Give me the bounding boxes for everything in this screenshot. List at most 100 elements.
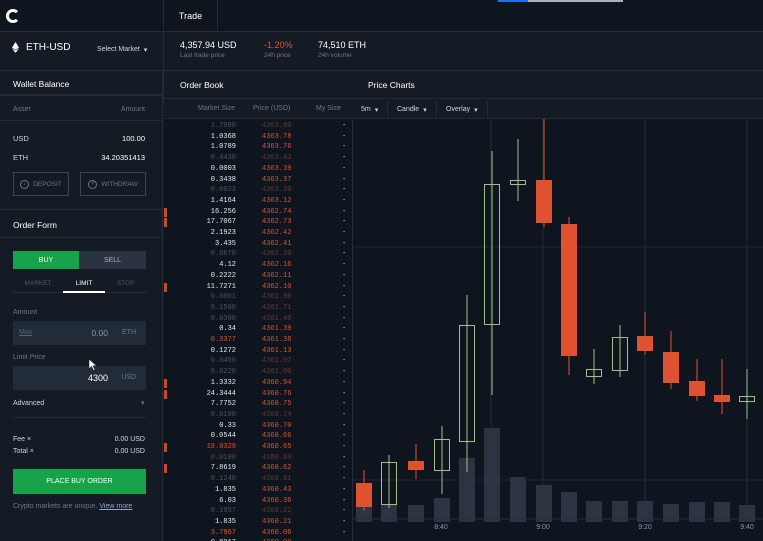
order-book-row[interactable]: 0.0450 4361.07 - [164,357,353,368]
order-book-row[interactable]: 0.3438 4363.37 - [164,176,353,187]
order-size: 0.3377 [210,336,236,344]
limit-price-input[interactable]: 4300 USD [13,366,146,390]
order-book-row[interactable]: 0.33 4360.70 - [164,422,353,433]
candle[interactable] [612,325,628,377]
my-size: - [342,239,347,248]
order-book-row[interactable]: 19.0329 4360.65 - [164,443,353,454]
candle[interactable] [356,470,372,511]
order-price: 4360.61 [262,475,292,484]
candle[interactable] [714,359,730,414]
order-size: 3.7967 [210,528,236,537]
tab-market[interactable]: MARKET [24,280,52,287]
order-book-row[interactable]: 0.1500 4361.71 - [164,304,353,315]
order-book-panel: Order Book Market Size Price (USD) My Si… [164,71,353,541]
candles[interactable] [356,119,755,511]
deposit-button[interactable]: ↓ DEPOSIT [13,172,69,196]
order-size: 0.0100 [210,410,236,419]
order-book-row[interactable]: 0.0100 4360.63 - [164,454,353,465]
candle[interactable] [637,312,653,355]
order-book-row[interactable]: 1.3332 4360.94 - [164,378,353,390]
chart-type-dropdown[interactable]: Candle ▾ [389,101,437,118]
tab-trade[interactable]: Trade [163,0,218,32]
order-book-row[interactable]: 0.0001 4361.80 - [164,293,353,304]
order-book-row[interactable]: 6.03 4360.36 - [164,497,353,508]
order-book-row[interactable]: 11.7271 4362.10 - [164,282,353,294]
order-book-row[interactable]: 0.1240 4360.61 - [164,475,353,486]
amount-input[interactable]: Max 0.00 ETH [13,321,146,345]
order-book-row[interactable]: 1.835 4360.21 - [164,518,353,529]
limit-price-value: 4300 [87,373,108,383]
order-book-row[interactable]: 24.3444 4360.76 - [164,389,353,401]
order-book-row[interactable]: 0.4430 4363.43 - [164,154,353,165]
order-book-row[interactable]: 0.0003 4363.39 - [164,165,353,176]
order-book-row[interactable]: 0.1057 4360.22 - [164,507,353,518]
order-book-row[interactable]: 0.3377 4361.38 - [164,336,353,347]
candle[interactable] [510,139,526,201]
order-book-row[interactable]: 1.0368 4363.78 - [164,133,353,144]
order-price: 4362.10 [262,282,292,291]
chevron-down-icon[interactable]: ▾ [141,400,145,407]
order-book-row[interactable]: 0.8017 4360.00 - [164,539,353,541]
order-book-row[interactable]: 1.4164 4363.12 - [164,197,353,208]
view-more-link[interactable]: View more [99,503,133,510]
order-book-row[interactable]: 17.7067 4362.73 - [164,218,353,229]
my-size: - [342,464,347,473]
candle[interactable] [739,369,755,419]
candle[interactable] [561,217,577,375]
order-book-row[interactable]: 1.0789 4363.76 - [164,143,353,154]
candlestick-chart[interactable]: 8:40 9:00 9:20 9:40 [353,119,763,541]
withdraw-button[interactable]: + WITHDRAW [80,172,146,196]
order-book-row[interactable]: 0.0670 4362.20 - [164,250,353,261]
buy-toggle[interactable]: BUY [13,251,79,269]
order-book-row[interactable]: 0.0220 4361.00 - [164,368,353,379]
coinbase-logo-icon[interactable] [0,0,26,32]
candle[interactable] [408,444,424,479]
order-book-row[interactable]: 4.12 4362.16 - [164,261,353,272]
order-book-row[interactable]: 3.435 4362.41 - [164,240,353,251]
order-price: 4361.39 [262,325,292,334]
interval-dropdown[interactable]: 5m ▾ [353,101,388,118]
order-book-row[interactable]: 0.0023 4363.20 - [164,186,353,197]
order-book-row[interactable]: 7.8619 4360.62 - [164,464,353,475]
order-size: 7.8619 [210,464,236,473]
order-book-row[interactable]: 0.0100 4360.74 - [164,411,353,422]
candle[interactable] [536,119,552,227]
candle[interactable] [459,295,475,472]
candle[interactable] [381,455,397,508]
tab-stop[interactable]: STOP [116,280,135,287]
advanced-toggle[interactable]: Advanced [13,400,45,407]
order-book-row[interactable]: 0.1272 4361.13 - [164,347,353,358]
candle[interactable] [434,426,450,494]
order-size: 1.7080 [210,122,236,130]
order-size: 19.0329 [206,443,236,451]
place-buy-order-button[interactable]: PLACE BUY ORDER [13,469,146,494]
order-book-row[interactable]: 2.1923 4362.42 - [164,229,353,240]
order-price: 4360.06 [262,528,292,537]
order-size: 16.256 [210,207,236,216]
order-book-row[interactable]: 7.7752 4360.75 - [164,400,353,411]
candle[interactable] [689,359,705,401]
max-link[interactable]: Max [19,329,33,336]
footer-text: Crypto markets are unique. [13,503,98,510]
order-price: 4360.75 [262,400,292,409]
select-market-label: Select Market [97,46,140,53]
candle[interactable] [586,349,602,384]
select-market-dropdown[interactable]: Select Market ▾ [97,46,147,54]
order-book-row[interactable]: 0.0300 4361.40 - [164,315,353,326]
change-label: 24h price [264,52,291,59]
sell-toggle[interactable]: SELL [79,251,146,269]
limit-price-label: Limit Price [13,354,46,361]
candle[interactable] [484,151,500,395]
tab-limit[interactable]: LIMIT [75,280,93,287]
my-size: - [342,453,347,462]
overlay-dropdown[interactable]: Overlay ▾ [438,101,488,118]
x-tick: 9:00 [536,524,550,531]
order-book-row[interactable]: 16.256 4362.74 - [164,207,353,219]
order-book-row[interactable]: 0.0544 4360.66 - [164,432,353,443]
order-book-row[interactable]: 0.2222 4362.11 - [164,272,353,283]
order-book-row[interactable]: 0.34 4361.39 - [164,325,353,336]
order-book-row[interactable]: 1.7080 4363.80 - [164,122,353,133]
order-book-row[interactable]: 3.7967 4360.06 - [164,529,353,540]
candle[interactable] [663,331,679,389]
order-book-row[interactable]: 1.835 4360.43 - [164,486,353,497]
